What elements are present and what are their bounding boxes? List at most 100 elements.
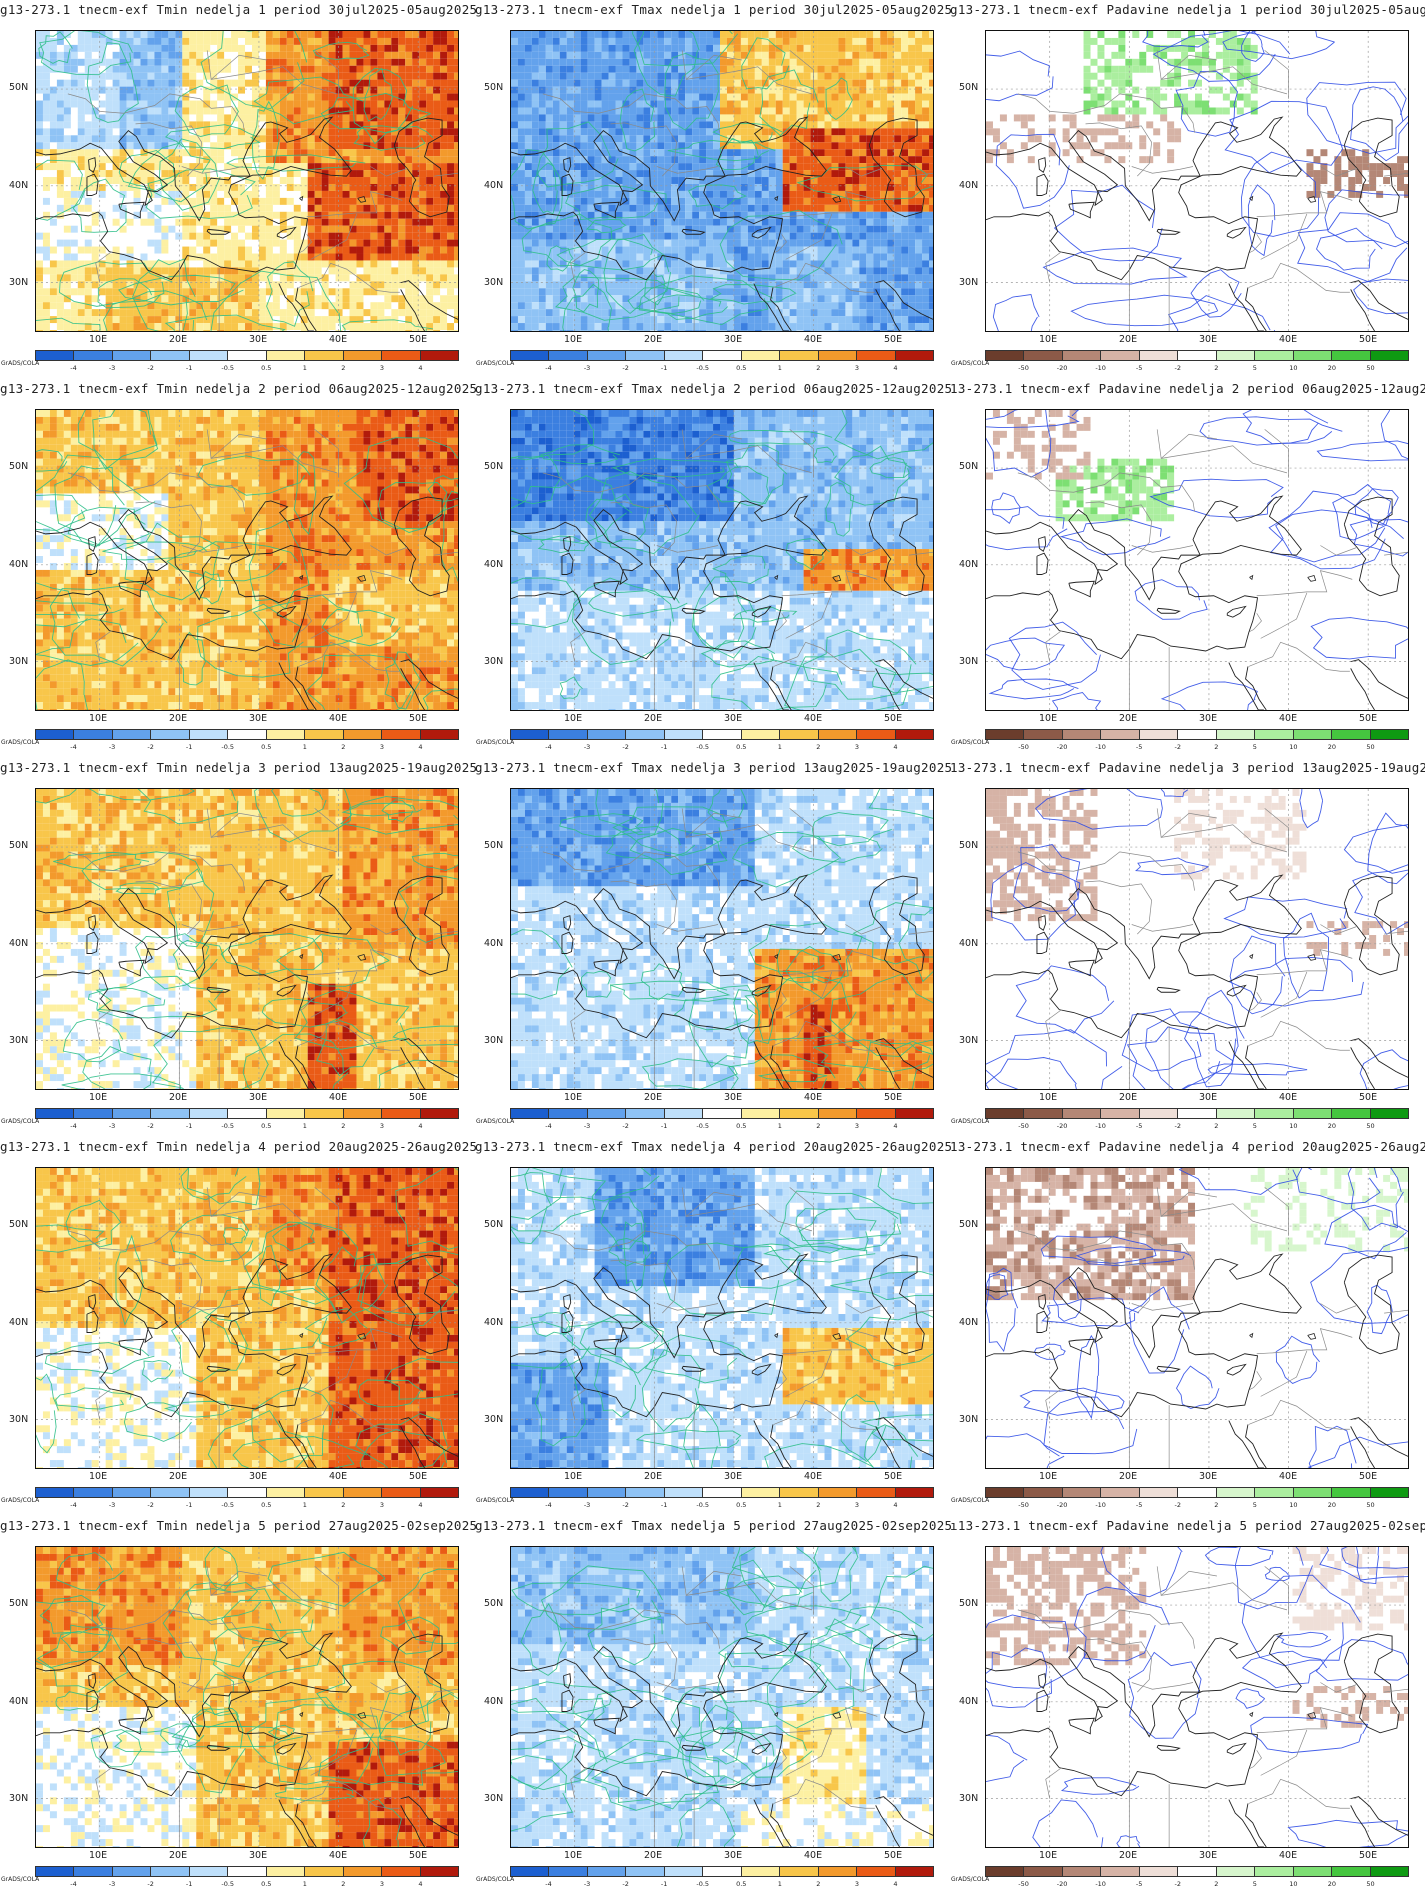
lon-label: 20E bbox=[169, 1092, 187, 1103]
colorbar-label: 2 bbox=[816, 1122, 820, 1130]
colorbar-label: 2 bbox=[816, 743, 820, 751]
lon-label: 30E bbox=[249, 1092, 267, 1103]
colorbar-label: 2 bbox=[341, 1501, 345, 1509]
colorbar-swatch bbox=[189, 1867, 229, 1876]
lon-label: 10E bbox=[89, 334, 107, 345]
colorbar-swatch bbox=[1293, 730, 1333, 739]
map-panel-tmin-week-3: g13-273.1 tnecm-exf Tmin nedelja 3 perio… bbox=[0, 758, 477, 1137]
colorbar-swatch bbox=[1062, 1488, 1102, 1497]
colorbar-swatch bbox=[703, 351, 742, 360]
lon-label: 20E bbox=[644, 1092, 662, 1103]
colorbar-label: 20 bbox=[1328, 364, 1336, 372]
colorbar-swatch bbox=[112, 1867, 152, 1876]
colorbar-label: -4 bbox=[545, 364, 551, 372]
colorbar-swatch bbox=[780, 1109, 819, 1118]
colorbar-swatch bbox=[305, 730, 344, 739]
colorbar-label: -0.5 bbox=[221, 1122, 234, 1130]
colorbar-label: -0.5 bbox=[696, 1501, 709, 1509]
colorbar-label: 4 bbox=[893, 1122, 897, 1130]
panel-title: g13-273.1 tnecm-exf Tmin nedelja 4 perio… bbox=[0, 1139, 477, 1154]
colorbar-swatch bbox=[112, 730, 152, 739]
colorbar-label: -2 bbox=[1174, 1880, 1180, 1888]
lon-label: 10E bbox=[89, 1092, 107, 1103]
colorbar-swatch bbox=[818, 1867, 858, 1876]
colorbar-label: 1 bbox=[778, 1501, 782, 1509]
colorbar-swatch bbox=[664, 730, 704, 739]
colorbar-label: 4 bbox=[418, 1501, 422, 1509]
map-panel-tmax-week-1: g13-273.1 tnecm-exf Tmax nedelja 1 perio… bbox=[475, 0, 952, 379]
colorbar-swatch bbox=[1101, 1867, 1140, 1876]
colorbar-label: -3 bbox=[109, 1122, 115, 1130]
colorbar-label: -2 bbox=[622, 743, 628, 751]
colorbar-swatch bbox=[266, 730, 306, 739]
map-area bbox=[35, 409, 459, 711]
grads-attribution: GrADS/COLA bbox=[476, 739, 514, 746]
lat-label: 40N bbox=[484, 938, 503, 949]
lat-label: 30N bbox=[484, 1035, 503, 1046]
colorbar-swatch bbox=[382, 1867, 421, 1876]
colorbar-label: -2 bbox=[622, 364, 628, 372]
colorbar-swatch bbox=[382, 730, 421, 739]
colorbar-label: 1 bbox=[303, 1880, 307, 1888]
grads-attribution: GrADS/COLA bbox=[951, 1876, 989, 1883]
colorbar-label: -5 bbox=[1136, 1122, 1142, 1130]
colorbar-label: -2 bbox=[147, 1501, 153, 1509]
lon-label: 20E bbox=[644, 713, 662, 724]
lon-label: 50E bbox=[1359, 713, 1377, 724]
colorbar-swatch bbox=[1139, 1867, 1179, 1876]
colorbar-swatch bbox=[1293, 1867, 1333, 1876]
colorbar-swatch bbox=[1216, 1109, 1256, 1118]
colorbar-label: 3 bbox=[855, 1122, 859, 1130]
lon-label: 40E bbox=[804, 1850, 822, 1861]
lat-label: 30N bbox=[484, 277, 503, 288]
lat-label: 50N bbox=[9, 840, 28, 851]
lat-label: 40N bbox=[959, 938, 978, 949]
grads-attribution: GrADS/COLA bbox=[951, 1118, 989, 1125]
lat-label: 50N bbox=[484, 1219, 503, 1230]
lon-label: 20E bbox=[644, 334, 662, 345]
lon-label: 50E bbox=[1359, 1850, 1377, 1861]
colorbar-label: 0.5 bbox=[736, 1501, 746, 1509]
colorbar-label: -3 bbox=[109, 743, 115, 751]
map-panel-tmin-week-4: g13-273.1 tnecm-exf Tmin nedelja 4 perio… bbox=[0, 1137, 477, 1516]
colorbar-swatch bbox=[1370, 730, 1408, 739]
colorbar-label: -50 bbox=[1018, 1122, 1029, 1130]
colorbar-swatch bbox=[1024, 1488, 1063, 1497]
colorbar-swatch bbox=[1216, 351, 1256, 360]
colorbar bbox=[35, 1487, 459, 1498]
colorbar-swatch bbox=[703, 1488, 742, 1497]
colorbar-label: -2 bbox=[147, 364, 153, 372]
lon-label: 50E bbox=[409, 1850, 427, 1861]
colorbar-label: 1 bbox=[778, 743, 782, 751]
lat-label: 40N bbox=[9, 559, 28, 570]
lon-label: 50E bbox=[409, 1471, 427, 1482]
colorbar-label: -4 bbox=[545, 1880, 551, 1888]
colorbar-label: -10 bbox=[1095, 364, 1106, 372]
colorbar-swatch bbox=[857, 1109, 896, 1118]
colorbar-label: 0.5 bbox=[736, 743, 746, 751]
lon-label: 30E bbox=[1199, 713, 1217, 724]
colorbar-swatch bbox=[857, 351, 896, 360]
colorbar-swatch bbox=[626, 730, 665, 739]
map-area bbox=[985, 30, 1409, 332]
lat-label: 30N bbox=[959, 277, 978, 288]
lon-label: 20E bbox=[169, 1850, 187, 1861]
grads-attribution: GrADS/COLA bbox=[1, 1118, 39, 1125]
colorbar-swatch bbox=[266, 1867, 306, 1876]
lon-label: 30E bbox=[1199, 334, 1217, 345]
map-svg bbox=[511, 1168, 933, 1468]
colorbar-swatch bbox=[1139, 1488, 1179, 1497]
colorbar-labels: -50 -20 -10 -5 -2 2 5 10 20 50 bbox=[985, 1122, 1409, 1132]
colorbar bbox=[510, 729, 934, 740]
colorbar-labels: -4 -3 -2 -1 -0.5 0.5 1 2 3 4 bbox=[510, 1122, 934, 1132]
colorbar-swatch bbox=[74, 1867, 113, 1876]
lat-label: 50N bbox=[9, 82, 28, 93]
colorbar-swatch bbox=[1370, 1109, 1408, 1118]
colorbar-label: 1 bbox=[303, 364, 307, 372]
colorbar-swatch bbox=[703, 1867, 742, 1876]
lon-label: 10E bbox=[89, 1471, 107, 1482]
colorbar bbox=[985, 1487, 1409, 1498]
colorbar-label: 1 bbox=[303, 743, 307, 751]
colorbar-label: -2 bbox=[147, 1880, 153, 1888]
colorbar-swatch bbox=[1332, 351, 1371, 360]
